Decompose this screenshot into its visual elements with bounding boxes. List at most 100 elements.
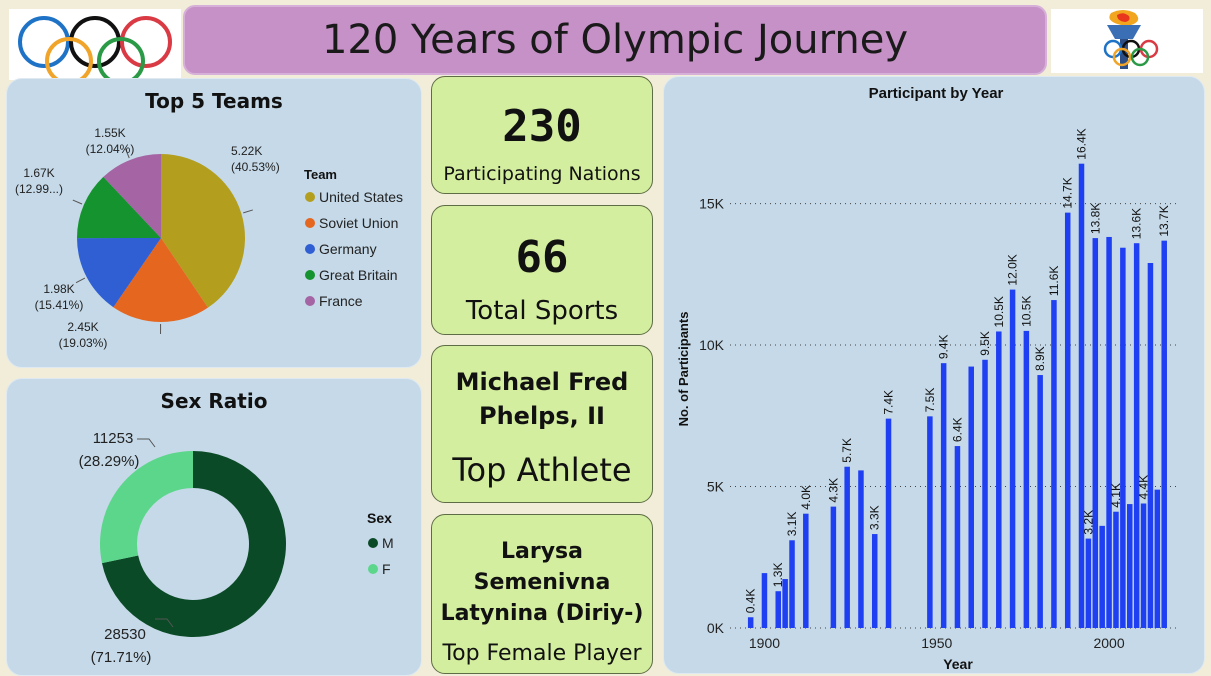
pie-value-label: 1.67K [23,166,54,180]
pie-legend-title: Team [304,167,337,182]
sex-ratio-panel: Sex Ratio 28530 (71.71%) 11253 (28.29%) Sex M… [6,378,422,676]
bar-2016[interactable] [1161,240,1167,628]
top-female-card: Larysa Semenivna Latynina (Diriy-) Top F… [431,514,653,674]
legend-swatch-f [368,564,378,574]
bar-data-label: 4.1K [1109,483,1123,508]
sports-label: Total Sports [465,296,619,326]
donut-slice-m[interactable] [101,451,286,637]
top-athlete-card: Michael Fred Phelps, II Top Athlete [431,345,653,503]
bar-2014[interactable] [1154,489,1161,628]
pie-leader-line [72,199,83,205]
pie-slice-great-britain[interactable] [77,176,161,239]
bar-2002[interactable] [1113,511,1119,628]
pie-leader-line [243,209,253,214]
bar-1984[interactable] [1051,300,1057,628]
legend-item-f[interactable]: F [382,561,391,577]
bar-1998[interactable] [1099,525,1105,628]
female-name-line2: Semenivna [473,570,611,595]
bar-1904[interactable] [775,591,781,628]
donut-percent-label: (71.71%) [91,649,152,666]
pie-percent-label: (15.41%) [35,298,84,312]
bar-1988[interactable] [1064,212,1071,629]
bar-1900[interactable] [761,573,768,628]
pie-percent-label: (12.99...) [15,182,63,196]
bar-2010[interactable] [1140,503,1147,628]
bar-1964[interactable] [982,359,988,628]
bar-1956[interactable] [954,446,961,628]
x-tick-label: 1900 [749,635,780,651]
bar-2008[interactable] [1133,243,1140,628]
bar-1906[interactable] [782,579,788,628]
female-name-line1: Larysa [501,539,583,564]
bar-1952[interactable] [940,363,947,628]
donut-value-label: 28530 [104,626,146,643]
legend-item-france[interactable]: France [319,293,363,309]
bar-1932[interactable] [871,534,878,628]
bar-1948[interactable] [927,416,933,628]
legend-item-germany[interactable]: Germany [319,241,377,257]
bar-1908[interactable] [789,540,795,628]
female-label: Top Female Player [442,641,642,666]
bar-2012[interactable] [1147,263,1154,628]
legend-item-great-britain[interactable]: Great Britain [319,267,398,283]
legend-swatch-france [305,296,315,306]
x-tick-label: 1950 [921,635,952,651]
athlete-name-line1: Michael Fred [455,368,629,396]
bar-1920[interactable] [830,506,837,628]
legend-item-m[interactable]: M [382,535,394,551]
bar-1976[interactable] [1023,330,1030,628]
sports-value: 66 [515,232,569,283]
bar-1972[interactable] [1009,289,1016,628]
pie-slice-france[interactable] [103,154,161,238]
participants-bar-chart: Participant by Year 0K 5K 10K 15K 1900 1950 200… [676,85,1178,672]
athlete-name-line2: Phelps, II [479,402,605,430]
bar-1912[interactable] [803,513,809,628]
bar-1996[interactable] [1092,238,1099,628]
bar-2004[interactable] [1120,247,1126,629]
olympic-torch-logo [1051,9,1203,73]
bar-data-label: 13.6K [1130,208,1144,239]
bar-data-label: 7.5K [923,388,937,413]
bar-1960[interactable] [968,366,974,628]
pie-percent-label: (12.04%) [86,142,135,156]
pie-percent-label: (40.53%) [231,160,280,174]
bar-data-label: 1.3K [771,563,785,588]
bar-data-label: 10.5K [992,296,1006,327]
top-teams-panel: Top 5 Teams 5.22K (40.53%) 2.45K (19.03%) 1.… [6,78,422,368]
bar-1936[interactable] [885,418,892,628]
donut-leader-line [137,438,156,448]
olympic-rings-icon [18,16,172,85]
pie-slice-soviet-union[interactable] [113,238,208,322]
donut-legend-title: Sex [367,510,392,526]
donut-percent-label: (28.29%) [79,453,140,470]
bar-data-label: 3.1K [785,512,799,537]
bar-1992[interactable] [1078,163,1085,628]
legend-swatch-soviet-union [305,218,315,228]
legend-item-soviet-union[interactable]: Soviet Union [319,215,398,231]
bar-data-label: 4.3K [826,478,840,503]
sex-ratio-title: Sex Ratio [160,389,268,413]
bar-data-label: 14.7K [1061,177,1075,208]
pie-slice-germany[interactable] [77,238,161,308]
bar-1928[interactable] [858,470,864,628]
pie-slice-united-states[interactable] [161,154,245,308]
top-teams-pie-chart: 5.22K (40.53%) 2.45K (19.03%) 1.98K (15.41%) 1… [15,126,403,350]
y-tick-label: 5K [707,479,725,495]
legend-swatch-germany [305,244,315,254]
bar-2006[interactable] [1127,504,1133,628]
bar-2000[interactable] [1106,236,1112,629]
bar-1980[interactable] [1037,375,1043,628]
torch-icon [1103,10,1159,69]
pie-value-label: 1.55K [94,126,125,140]
bar-1994[interactable] [1085,538,1092,628]
bar-1896[interactable] [747,617,754,628]
pie-value-label: 5.22K [231,144,262,158]
bar-data-label: 5.7K [840,438,854,463]
y-tick-label: 0K [707,620,725,636]
bar-data-label: 4.0K [799,485,813,510]
bar-1968[interactable] [996,331,1002,628]
bar-data-label: 0.4K [744,589,758,614]
bar-1924[interactable] [844,466,850,628]
donut-slice-f[interactable] [99,451,193,564]
legend-item-united-states[interactable]: United States [319,189,403,205]
